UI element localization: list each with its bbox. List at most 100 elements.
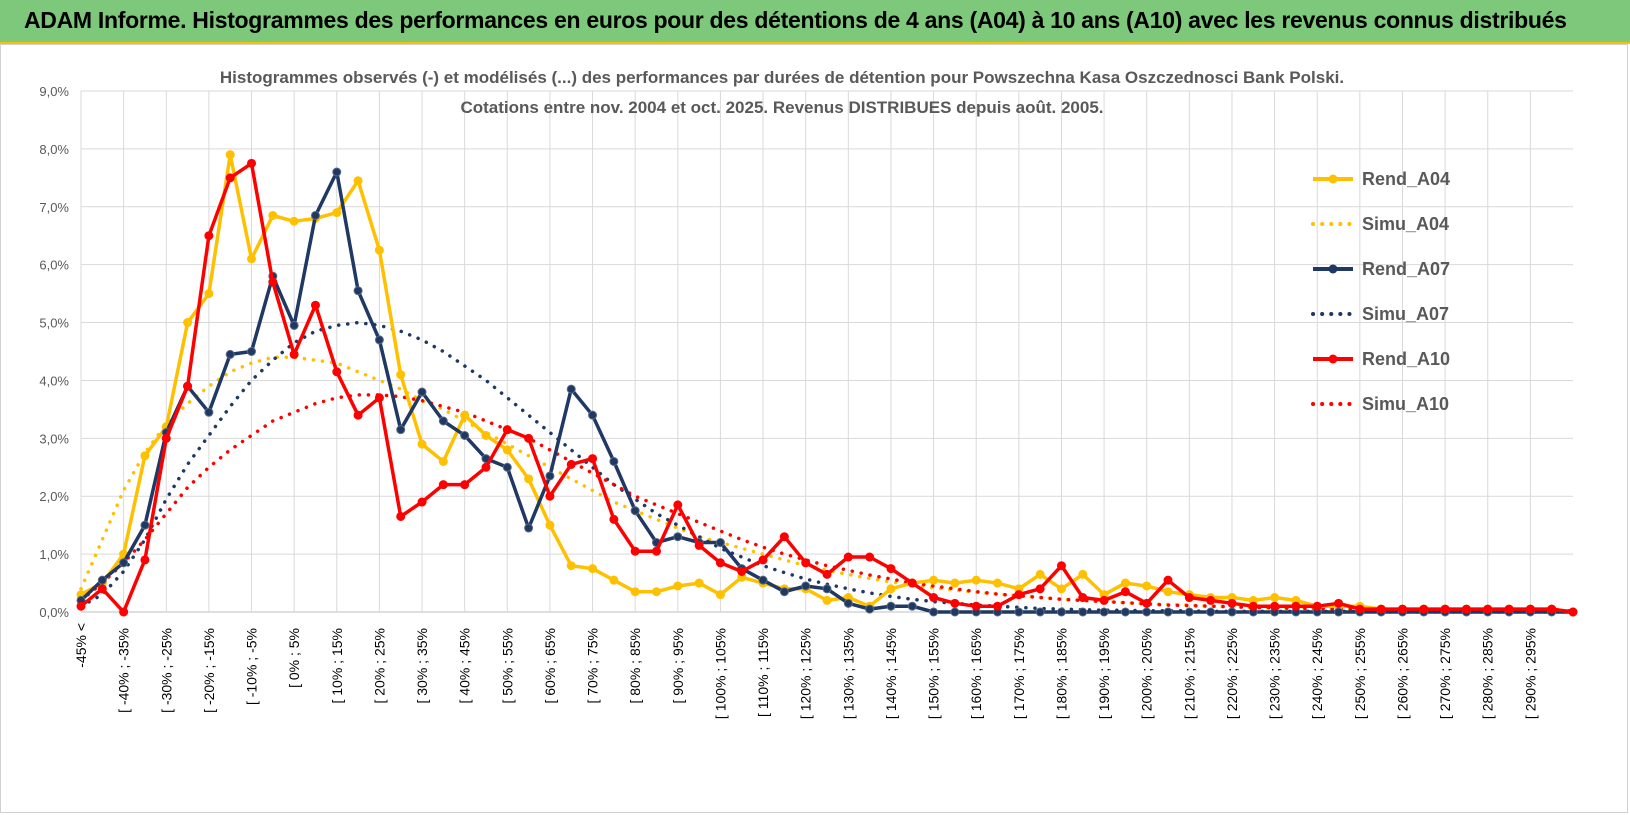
histogram-chart: Histogrammes observés (-) et modélisés (… bbox=[39, 68, 1578, 719]
x-tick-label: [ 240% ; 245% bbox=[1309, 628, 1325, 719]
data-point bbox=[929, 575, 939, 585]
data-point bbox=[1419, 604, 1429, 614]
data-point bbox=[310, 210, 320, 220]
data-point bbox=[545, 471, 555, 481]
data-point bbox=[588, 454, 598, 464]
x-tick-label: -45% < bbox=[73, 623, 89, 668]
data-point bbox=[247, 254, 257, 264]
x-tick-label: [ 100% ; 105% bbox=[712, 628, 728, 719]
data-point bbox=[460, 410, 470, 420]
x-tick-label: [ 90% ; 95% bbox=[670, 628, 686, 704]
data-point bbox=[310, 300, 320, 310]
y-tick-label: 6,0% bbox=[39, 258, 69, 273]
data-point bbox=[183, 318, 193, 328]
data-point bbox=[396, 370, 406, 380]
data-point bbox=[566, 384, 576, 394]
data-point bbox=[822, 584, 832, 594]
x-tick-label: [ 280% ; 285% bbox=[1480, 628, 1496, 719]
x-tick-label: [ 270% ; 275% bbox=[1437, 628, 1453, 719]
data-point bbox=[651, 546, 661, 556]
data-point bbox=[588, 410, 598, 420]
data-point bbox=[1078, 569, 1088, 579]
data-point bbox=[630, 506, 640, 516]
data-point bbox=[1142, 598, 1152, 608]
x-tick-label: [ -10% ; -5% bbox=[244, 628, 260, 705]
chart-title-line-2: Cotations entre nov. 2004 et oct. 2025. … bbox=[460, 98, 1103, 117]
data-point bbox=[268, 210, 278, 220]
data-point bbox=[630, 546, 640, 556]
chart-frame: Histogrammes observés (-) et modélisés (… bbox=[0, 44, 1628, 813]
data-point bbox=[353, 176, 363, 186]
legend-marker bbox=[1328, 354, 1338, 364]
data-point bbox=[907, 578, 917, 588]
x-tick-label: [ 130% ; 135% bbox=[840, 628, 856, 719]
data-point bbox=[502, 462, 512, 472]
x-tick-label: [ 110% ; 115% bbox=[755, 628, 771, 717]
data-point bbox=[225, 150, 235, 160]
data-point bbox=[545, 491, 555, 501]
data-point bbox=[993, 601, 1003, 611]
data-point bbox=[801, 581, 811, 591]
data-point bbox=[1078, 593, 1088, 603]
data-point bbox=[332, 367, 342, 377]
data-point bbox=[1056, 561, 1066, 571]
data-point bbox=[1142, 607, 1152, 617]
data-point bbox=[1504, 604, 1514, 614]
data-point bbox=[588, 564, 598, 574]
data-point bbox=[374, 335, 384, 345]
legend-label: Simu_A10 bbox=[1362, 394, 1449, 414]
data-point bbox=[140, 451, 150, 461]
data-point bbox=[247, 347, 257, 356]
data-point bbox=[1163, 575, 1173, 585]
legend-label: Rend_A07 bbox=[1362, 259, 1450, 279]
data-point bbox=[545, 520, 555, 530]
y-tick-label: 2,0% bbox=[39, 489, 69, 504]
data-point bbox=[801, 558, 811, 568]
data-point bbox=[971, 601, 981, 611]
data-point bbox=[929, 593, 939, 603]
data-point bbox=[1270, 601, 1280, 611]
data-point bbox=[1547, 604, 1557, 614]
data-point bbox=[1525, 604, 1535, 614]
data-point bbox=[1291, 601, 1301, 611]
report-title: ADAM Informe. Histogrammes des performan… bbox=[24, 7, 1567, 33]
data-point bbox=[374, 245, 384, 255]
x-tick-label: [ 160% ; 165% bbox=[968, 628, 984, 719]
data-point bbox=[865, 552, 875, 562]
data-point bbox=[1248, 601, 1258, 611]
data-point bbox=[907, 601, 917, 611]
x-tick-label: [ 30% ; 35% bbox=[414, 628, 430, 704]
x-tick-label: [ 20% ; 25% bbox=[371, 628, 387, 704]
data-point bbox=[779, 532, 789, 542]
data-point bbox=[481, 430, 491, 440]
data-point bbox=[502, 445, 512, 455]
x-tick-label: [ 80% ; 85% bbox=[627, 628, 643, 704]
data-point bbox=[1397, 604, 1407, 614]
series-line-simu-a07 bbox=[79, 320, 1575, 614]
x-tick-label: [ 150% ; 155% bbox=[926, 628, 942, 719]
data-point bbox=[460, 430, 470, 440]
x-tick-label: [ 170% ; 175% bbox=[1011, 628, 1027, 719]
data-point bbox=[97, 575, 107, 585]
data-point bbox=[438, 416, 448, 426]
data-point bbox=[673, 500, 683, 510]
x-tick-label: [ 70% ; 75% bbox=[585, 628, 601, 704]
series-line-simu-a10 bbox=[79, 393, 1575, 613]
data-point bbox=[289, 349, 299, 359]
data-point bbox=[566, 459, 576, 469]
data-point bbox=[438, 456, 448, 466]
data-point bbox=[481, 462, 491, 472]
data-point bbox=[609, 514, 619, 524]
data-point bbox=[140, 555, 150, 565]
data-point bbox=[97, 584, 107, 594]
data-point bbox=[268, 277, 278, 287]
data-point bbox=[715, 590, 725, 600]
x-tick-label: [ 50% ; 55% bbox=[499, 628, 515, 704]
x-tick-label: [ 290% ; 295% bbox=[1522, 628, 1538, 719]
data-point bbox=[417, 439, 427, 449]
data-point bbox=[673, 581, 683, 591]
data-point bbox=[1355, 604, 1365, 614]
data-point bbox=[715, 538, 725, 548]
y-axis: 0,0% 1,0% 2,0% 3,0% 4,0% 5,0% 6,0% 7,0% 8,0% 9,0% bbox=[39, 84, 69, 620]
grid bbox=[80, 90, 1573, 613]
